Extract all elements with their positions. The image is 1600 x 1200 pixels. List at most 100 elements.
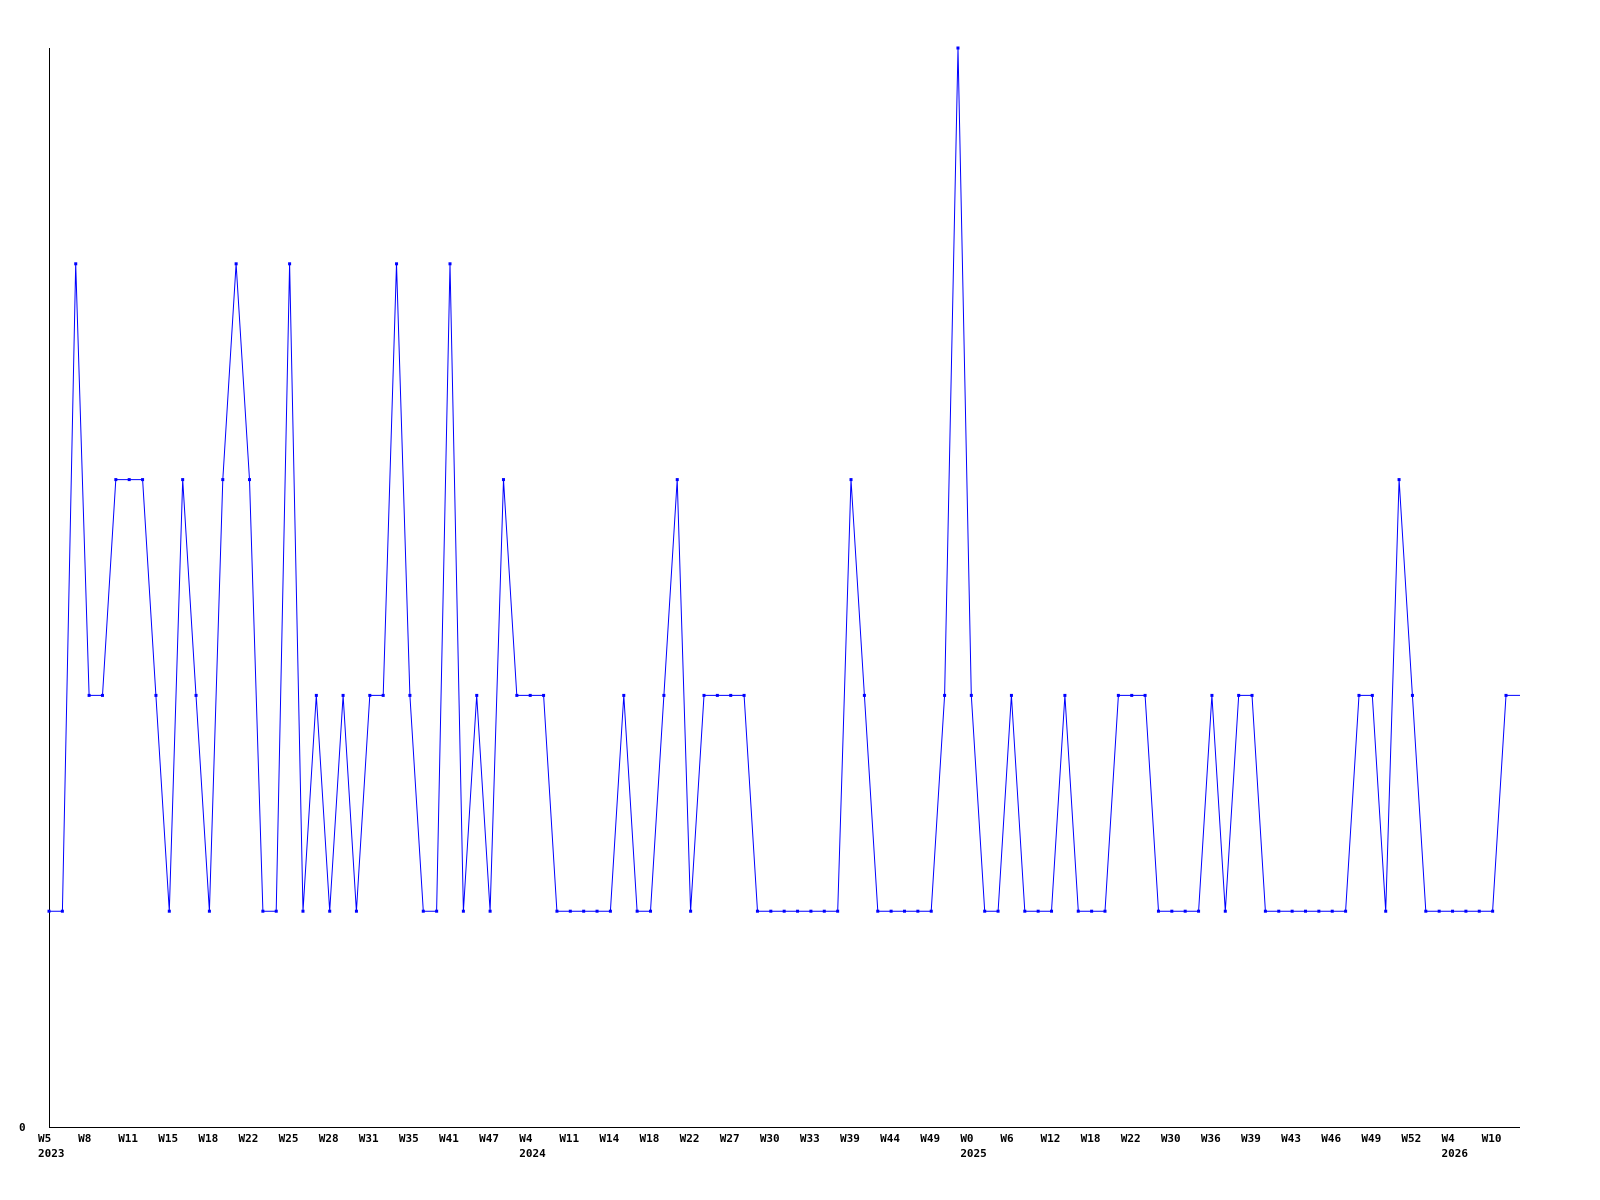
data-point xyxy=(876,909,880,913)
data-point xyxy=(649,909,653,913)
data-point xyxy=(702,693,706,697)
data-point xyxy=(755,909,759,913)
data-point xyxy=(836,909,840,913)
x-tick-label: W0 xyxy=(960,1132,973,1145)
x-tick-label: W27 xyxy=(720,1132,740,1145)
x-tick-label: W28 xyxy=(319,1132,339,1145)
data-point xyxy=(221,478,225,482)
data-point xyxy=(248,478,252,482)
data-point xyxy=(1504,693,1508,697)
x-tick-label: W22 xyxy=(1121,1132,1141,1145)
x-tick-label: W22 xyxy=(239,1132,259,1145)
data-point xyxy=(542,693,546,697)
data-point xyxy=(1370,693,1374,697)
x-tick-label: W14 xyxy=(599,1132,619,1145)
x-tick-label: W18 xyxy=(640,1132,660,1145)
x-tick-label: W41 xyxy=(439,1132,459,1145)
x-tick-label: W30 xyxy=(760,1132,780,1145)
data-point xyxy=(194,693,198,697)
data-point xyxy=(675,478,679,482)
data-point xyxy=(1223,909,1227,913)
data-point xyxy=(1063,693,1067,697)
data-point xyxy=(1237,693,1241,697)
data-point xyxy=(435,909,439,913)
data-point xyxy=(488,909,492,913)
data-point xyxy=(943,693,947,697)
x-tick-label: W15 xyxy=(158,1132,178,1145)
data-point xyxy=(595,909,599,913)
data-point xyxy=(167,909,171,913)
data-point xyxy=(381,693,385,697)
data-point xyxy=(341,693,345,697)
data-point xyxy=(1491,909,1495,913)
data-point xyxy=(114,478,118,482)
data-point xyxy=(515,693,519,697)
data-point xyxy=(916,909,920,913)
data-point xyxy=(1210,693,1214,697)
x-tick-label: W33 xyxy=(800,1132,820,1145)
data-point xyxy=(568,909,572,913)
x-tick-label: W11 xyxy=(559,1132,579,1145)
data-point xyxy=(461,909,465,913)
data-point xyxy=(782,909,786,913)
data-point xyxy=(408,693,412,697)
x-tick-label: W36 xyxy=(1201,1132,1221,1145)
data-point xyxy=(1330,909,1334,913)
data-point xyxy=(1384,909,1388,913)
data-point xyxy=(395,262,399,266)
data-point xyxy=(1424,909,1428,913)
series-line xyxy=(49,47,1520,912)
data-point xyxy=(1156,909,1160,913)
data-point xyxy=(1263,909,1267,913)
data-point xyxy=(862,693,866,697)
x-tick-label: W43 xyxy=(1281,1132,1301,1145)
x-tick-label: W10 xyxy=(1482,1132,1502,1145)
x-tick-label: W18 xyxy=(198,1132,218,1145)
data-point xyxy=(1009,693,1013,697)
data-point xyxy=(582,909,586,913)
data-point xyxy=(87,693,91,697)
data-point xyxy=(234,262,238,266)
data-point xyxy=(1451,909,1455,913)
data-point xyxy=(1477,909,1481,913)
data-point xyxy=(1023,909,1027,913)
data-point xyxy=(622,693,626,697)
data-point xyxy=(809,909,813,913)
data-point xyxy=(822,909,826,913)
data-point xyxy=(742,693,746,697)
data-point xyxy=(181,478,185,482)
data-point xyxy=(60,909,64,913)
data-point xyxy=(1277,909,1281,913)
x-tick-label: W5 xyxy=(38,1132,51,1145)
data-point xyxy=(368,693,372,697)
data-point xyxy=(475,693,479,697)
data-point xyxy=(715,693,719,697)
x-tick-label: W4 xyxy=(519,1132,533,1145)
data-point xyxy=(1397,478,1401,482)
data-point xyxy=(555,909,559,913)
data-point xyxy=(501,478,505,482)
data-point xyxy=(141,478,145,482)
data-point xyxy=(1197,909,1201,913)
data-point xyxy=(301,909,305,913)
data-point xyxy=(1143,693,1147,697)
data-point xyxy=(314,693,318,697)
x-tick-label: W8 xyxy=(78,1132,91,1145)
data-point xyxy=(448,262,452,266)
x-tick-label: W6 xyxy=(1000,1132,1014,1145)
x-tick-label: W18 xyxy=(1081,1132,1101,1145)
data-point xyxy=(1183,909,1187,913)
data-point xyxy=(889,909,893,913)
data-point xyxy=(662,693,666,697)
x-tick-label: W12 xyxy=(1041,1132,1061,1145)
data-point xyxy=(1250,693,1254,697)
data-point xyxy=(100,693,104,697)
data-point xyxy=(1050,909,1054,913)
x-tick-label: W44 xyxy=(880,1132,900,1145)
data-point xyxy=(1036,909,1040,913)
data-point xyxy=(421,909,425,913)
data-point xyxy=(127,478,131,482)
x-tick-label: W52 xyxy=(1401,1132,1421,1145)
data-point xyxy=(207,909,211,913)
year-label: 2024 xyxy=(519,1147,546,1160)
